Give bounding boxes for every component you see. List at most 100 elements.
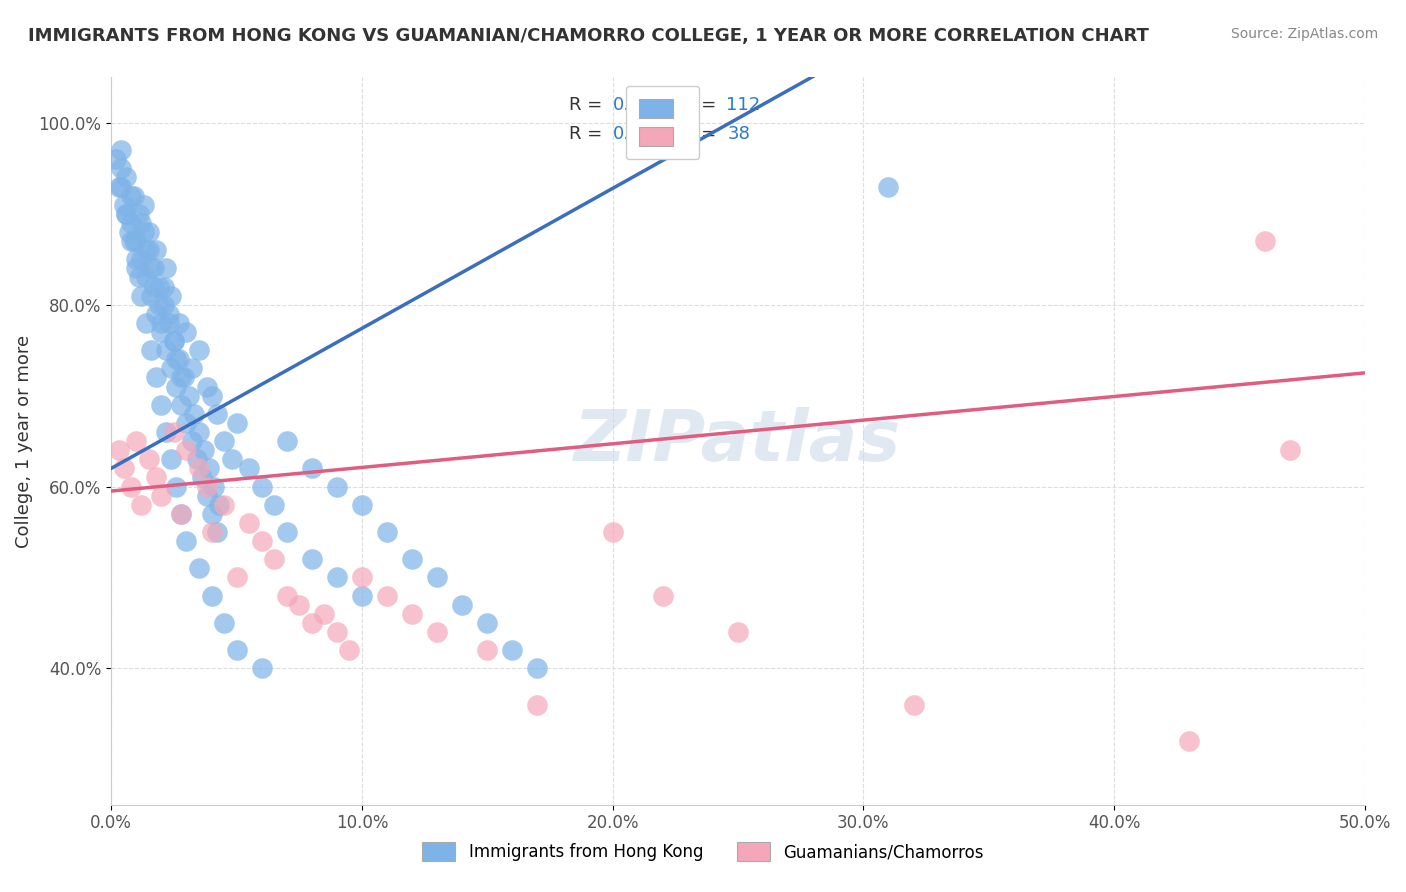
Point	[138, 243, 160, 257]
Point	[150, 316, 173, 330]
Point	[326, 570, 349, 584]
Point	[477, 643, 499, 657]
Point	[110, 143, 132, 157]
Point	[301, 615, 323, 630]
Text: 38: 38	[728, 125, 751, 144]
Point	[426, 570, 449, 584]
Point	[141, 261, 163, 276]
Text: N =: N =	[682, 96, 721, 114]
Point	[526, 698, 548, 712]
Point	[198, 461, 221, 475]
Point	[186, 452, 208, 467]
Point	[135, 316, 157, 330]
Point	[205, 524, 228, 539]
Point	[339, 643, 361, 657]
Point	[200, 389, 222, 403]
Text: ZIPatlas: ZIPatlas	[575, 407, 901, 475]
Point	[110, 161, 132, 176]
Point	[155, 425, 177, 439]
Point	[208, 498, 231, 512]
Point	[148, 279, 170, 293]
Point	[138, 225, 160, 239]
Point	[202, 479, 225, 493]
Point	[148, 298, 170, 312]
Point	[142, 261, 165, 276]
Point	[180, 434, 202, 448]
Point	[501, 643, 523, 657]
Point	[115, 207, 138, 221]
Point	[200, 524, 222, 539]
Point	[183, 407, 205, 421]
Text: Source: ZipAtlas.com: Source: ZipAtlas.com	[1230, 27, 1378, 41]
Point	[163, 334, 186, 348]
Point	[150, 489, 173, 503]
Point	[200, 589, 222, 603]
Point	[276, 589, 298, 603]
Point	[176, 416, 198, 430]
Point	[160, 452, 183, 467]
Point	[135, 243, 157, 257]
Point	[163, 334, 186, 348]
Point	[142, 279, 165, 293]
Point	[160, 288, 183, 302]
Point	[1178, 734, 1201, 748]
Point	[150, 325, 173, 339]
Point	[141, 343, 163, 358]
Point	[350, 498, 373, 512]
Point	[903, 698, 925, 712]
Point	[115, 170, 138, 185]
Point	[200, 507, 222, 521]
Point	[195, 479, 218, 493]
Point	[190, 470, 212, 484]
Point	[221, 452, 243, 467]
Legend: , : ,	[626, 86, 700, 160]
Point	[176, 443, 198, 458]
Point	[107, 179, 129, 194]
Point	[110, 179, 132, 194]
Point	[155, 343, 177, 358]
Point	[195, 379, 218, 393]
Point	[314, 607, 336, 621]
Point	[375, 589, 398, 603]
Point	[166, 479, 188, 493]
Point	[170, 398, 193, 412]
Point	[350, 589, 373, 603]
Point	[132, 225, 155, 239]
Point	[157, 316, 180, 330]
Point	[288, 598, 311, 612]
Point	[170, 507, 193, 521]
Text: R =: R =	[569, 125, 607, 144]
Point	[118, 225, 141, 239]
Point	[170, 507, 193, 521]
Point	[125, 252, 148, 267]
Point	[212, 434, 235, 448]
Point	[205, 407, 228, 421]
Point	[166, 352, 188, 367]
Point	[426, 624, 449, 639]
Point	[225, 570, 247, 584]
Legend: Immigrants from Hong Kong, Guamanians/Chamorros: Immigrants from Hong Kong, Guamanians/Ch…	[409, 829, 997, 875]
Point	[122, 188, 145, 202]
Point	[112, 197, 135, 211]
Point	[263, 498, 285, 512]
Point	[225, 643, 247, 657]
Point	[276, 524, 298, 539]
Point	[188, 343, 211, 358]
Point	[132, 197, 155, 211]
Point	[120, 188, 142, 202]
Point	[350, 570, 373, 584]
Point	[250, 661, 273, 675]
Point	[727, 624, 749, 639]
Point	[157, 307, 180, 321]
Point	[301, 552, 323, 566]
Point	[107, 443, 129, 458]
Text: 0.225: 0.225	[613, 96, 664, 114]
Text: IMMIGRANTS FROM HONG KONG VS GUAMANIAN/CHAMORRO COLLEGE, 1 YEAR OR MORE CORRELAT: IMMIGRANTS FROM HONG KONG VS GUAMANIAN/C…	[28, 27, 1149, 45]
Point	[188, 461, 211, 475]
Point	[153, 298, 176, 312]
Point	[167, 316, 190, 330]
Point	[166, 379, 188, 393]
Point	[212, 498, 235, 512]
Point	[263, 552, 285, 566]
Point	[401, 552, 423, 566]
